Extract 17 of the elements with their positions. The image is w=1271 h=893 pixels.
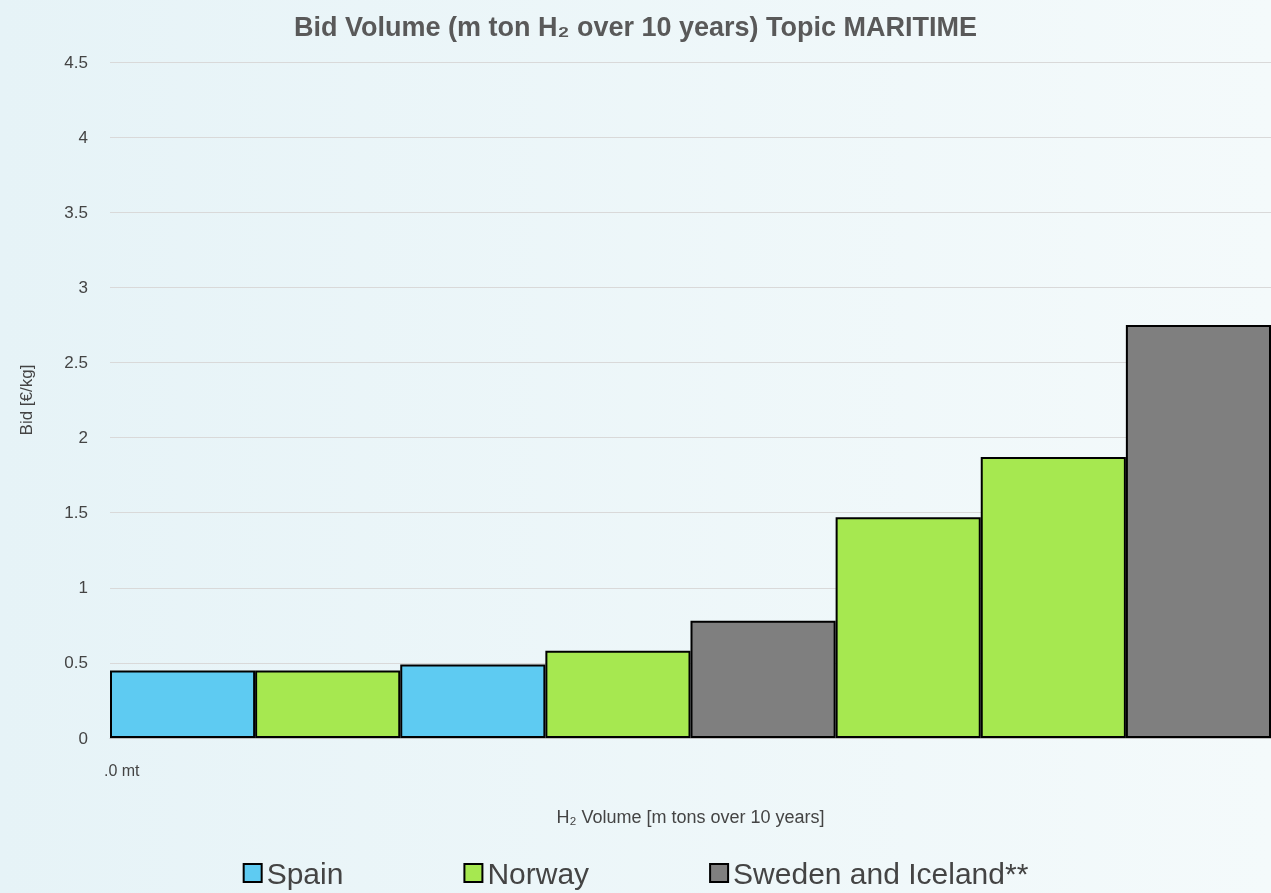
y-tick-label: 1 xyxy=(78,578,88,598)
y-axis-title: Bid [€/kg] xyxy=(17,364,36,436)
y-tick-label: 1.5 xyxy=(64,503,88,523)
text: .0 mt xyxy=(104,761,141,779)
y-tick-label: 0 xyxy=(78,728,88,748)
legend-label: Spain xyxy=(266,856,344,890)
y-tick-label: 3.5 xyxy=(64,202,88,222)
chart-title: Bid Volume (m ton H₂ over 10 years) Topic MARITIME xyxy=(293,11,978,42)
legend-label: Norway xyxy=(487,856,590,890)
y-tick-label: 4.5 xyxy=(64,52,88,72)
y-tick-label: 4 xyxy=(78,127,88,147)
x-axis-title: H₂ Volume [m tons over 10 years] xyxy=(556,807,825,827)
y-tick-label: 3 xyxy=(78,277,88,297)
y-tick-label: 2 xyxy=(78,428,88,448)
legend-label: Sweden and Iceland** xyxy=(733,856,1029,890)
y-tick-label: 0.5 xyxy=(64,653,88,673)
y-tick-label: 2.5 xyxy=(64,352,88,372)
